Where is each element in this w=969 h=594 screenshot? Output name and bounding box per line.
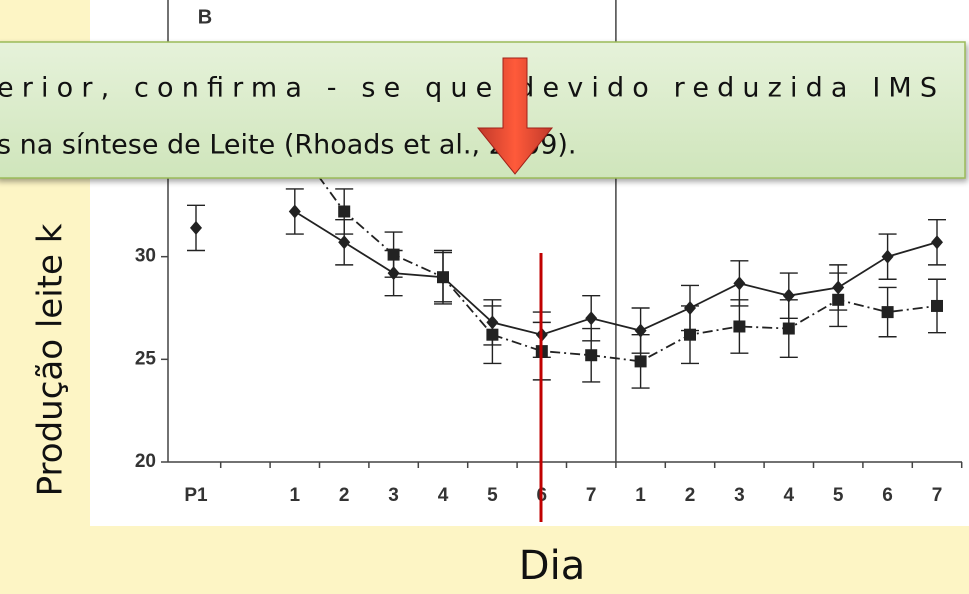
diamond-marker	[881, 249, 894, 264]
x-tick-label: P1	[184, 485, 208, 506]
square-marker	[684, 328, 696, 341]
square-marker	[733, 320, 746, 333]
square-marker	[881, 306, 894, 319]
overlay-box	[0, 41, 966, 179]
x-tick-label: 2	[339, 485, 350, 506]
square-marker	[486, 328, 499, 341]
diamond-marker	[733, 276, 746, 291]
diamond-marker	[190, 220, 202, 235]
square-marker	[634, 355, 647, 368]
x-tick-label: 1	[290, 485, 301, 506]
series-line	[294, 143, 938, 363]
square-marker	[437, 271, 449, 284]
square-marker	[782, 322, 795, 335]
x-tick-label: 5	[487, 485, 498, 506]
y-tick-label: 20	[135, 451, 156, 472]
x-tick-label: 7	[932, 485, 943, 506]
overlay-text: s na síntese de Leite (Rhoads et al., 20…	[0, 130, 577, 161]
diamond-marker	[585, 311, 598, 326]
x-tick-label: 4	[438, 485, 449, 506]
series-line	[294, 210, 938, 336]
square-marker	[931, 299, 943, 312]
y-axis-label: Produção leite k	[31, 223, 71, 496]
x-tick-label: 6	[882, 485, 893, 506]
x-tick-label: 2	[685, 485, 696, 506]
square-marker	[585, 349, 598, 362]
square-marker	[387, 248, 400, 261]
y-tick-label: 25	[135, 348, 157, 369]
x-tick-label: 3	[734, 485, 745, 506]
x-tick-label: 3	[388, 485, 399, 506]
x-tick-label: 1	[635, 485, 646, 506]
x-tick-label: 5	[833, 485, 844, 506]
square-marker	[832, 293, 845, 306]
x-axis-label: Dia	[519, 543, 585, 589]
square-marker	[338, 205, 351, 218]
plot: 202530P112345671234567	[135, 0, 963, 506]
y-tick-label: 30	[135, 246, 156, 267]
panel-label: B	[198, 6, 212, 28]
x-tick-label: 4	[784, 485, 795, 506]
diamond-marker	[288, 204, 301, 219]
diamond-marker	[931, 235, 943, 250]
x-tick-label: 7	[586, 485, 597, 506]
red-arrow	[476, 57, 554, 175]
diamond-marker	[338, 235, 351, 250]
